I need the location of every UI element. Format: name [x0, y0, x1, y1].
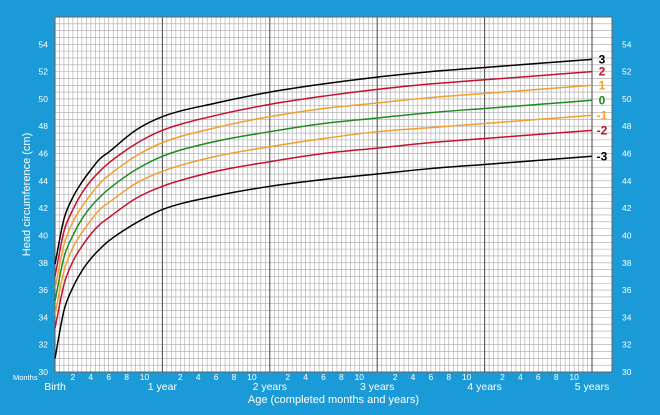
plot-frame: [54, 16, 613, 373]
months-label: Months: [13, 373, 38, 382]
series-line--1: [54, 114, 593, 315]
x-minor-tick-label: 10: [140, 372, 150, 382]
y-tick-label-right: 50: [622, 94, 632, 104]
x-minor-tick-label: 8: [554, 372, 559, 382]
x-minor-tick-label: 8: [446, 372, 451, 382]
series-label--1: -1: [597, 108, 608, 122]
x-minor-tick-label: 10: [247, 372, 257, 382]
y-tick-label-right: 40: [622, 230, 632, 240]
y-tick-label: 48: [39, 121, 49, 131]
y-tick-label: 30: [39, 367, 49, 377]
x-minor-tick-label: 2: [285, 372, 290, 382]
y-tick-labels-left: 30 32 34 36 38 40 42 44 46 48 50 52 54: [39, 39, 49, 377]
y-tick-label: 50: [39, 94, 49, 104]
x-major-tick-label: 2 years: [253, 381, 287, 393]
series-label-1: 1: [599, 78, 606, 92]
y-tick-labels-right: 30 32 34 36 38 40 42 44 46 48 50 52 54: [622, 39, 632, 377]
series-label-2: 2: [599, 65, 606, 79]
x-minor-tick-label: 10: [355, 372, 365, 382]
series-label-0: 0: [599, 93, 606, 107]
series-lines: [54, 58, 593, 359]
grid-major: [54, 16, 613, 373]
x-minor-tick-label: 4: [518, 372, 523, 382]
x-minor-tick-label: 6: [429, 372, 434, 382]
series-line-3: [54, 58, 593, 265]
x-major-tick-label: 3 years: [360, 381, 394, 393]
y-tick-label: 36: [39, 285, 49, 295]
x-major-tick-label: 1 year: [148, 381, 178, 393]
y-tick-label: 42: [39, 203, 49, 213]
x-axis-label: Age (completed months and years): [248, 394, 419, 406]
y-tick-label-right: 30: [622, 367, 632, 377]
x-minor-tick-label: 4: [411, 372, 416, 382]
x-minor-tick-label: 8: [339, 372, 344, 382]
x-minor-tick-label: 4: [196, 372, 201, 382]
x-tick-labels: 2 4 6 8 10 2 4 6 8 10 2 4 6 8 10 2 4 6 8 10 2 4 6 8 10 Birth 1 yea…: [44, 372, 609, 393]
x-minor-tick-label: 4: [303, 372, 308, 382]
x-minor-tick-label: 6: [536, 372, 541, 382]
x-major-tick-label: 4 years: [467, 381, 501, 393]
y-tick-label-right: 52: [622, 67, 632, 77]
x-minor-tick-label: 6: [214, 372, 219, 382]
y-tick-label: 46: [39, 149, 49, 159]
y-tick-label-right: 54: [622, 39, 632, 49]
x-major-tick-label: Birth: [44, 381, 66, 393]
series-line-1: [54, 84, 593, 289]
series-line--2: [54, 129, 593, 329]
x-minor-tick-label: 10: [462, 372, 472, 382]
y-tick-label-right: 34: [622, 312, 632, 322]
y-tick-label-right: 42: [622, 203, 632, 213]
grid-minor: [55, 16, 612, 373]
x-minor-tick-label: 2: [500, 372, 505, 382]
y-tick-label: 32: [39, 340, 49, 350]
y-tick-label: 52: [39, 67, 49, 77]
series-line-0: [54, 99, 593, 302]
x-minor-tick-label: 8: [232, 372, 237, 382]
x-minor-tick-label: 6: [106, 372, 111, 382]
x-major-tick-label: 5 years: [575, 381, 609, 393]
x-minor-tick-label: 2: [178, 372, 183, 382]
y-tick-label: 34: [39, 312, 49, 322]
series-line--3: [54, 155, 593, 359]
y-tick-label-right: 46: [622, 149, 632, 159]
y-tick-label-right: 36: [622, 285, 632, 295]
x-minor-tick-label: 2: [393, 372, 398, 382]
x-minor-tick-label: 6: [321, 372, 326, 382]
series-label--2: -2: [597, 123, 608, 137]
x-minor-tick-label: 2: [71, 372, 76, 382]
x-minor-tick-label: 10: [569, 372, 579, 382]
y-tick-label: 40: [39, 230, 49, 240]
y-tick-label: 38: [39, 258, 49, 268]
y-axis-label: Head circumference (cm): [21, 133, 33, 256]
y-tick-label-right: 48: [622, 121, 632, 131]
x-minor-tick-label: 8: [124, 372, 129, 382]
y-tick-label: 54: [39, 39, 49, 49]
y-tick-label-right: 32: [622, 340, 632, 350]
y-tick-label: 44: [39, 176, 49, 186]
y-tick-label-right: 38: [622, 258, 632, 268]
series-label-3: 3: [599, 52, 606, 66]
series-label--3: -3: [597, 149, 608, 163]
y-tick-label-right: 44: [622, 176, 632, 186]
series-line-2: [54, 70, 593, 277]
x-minor-tick-label: 4: [88, 372, 93, 382]
